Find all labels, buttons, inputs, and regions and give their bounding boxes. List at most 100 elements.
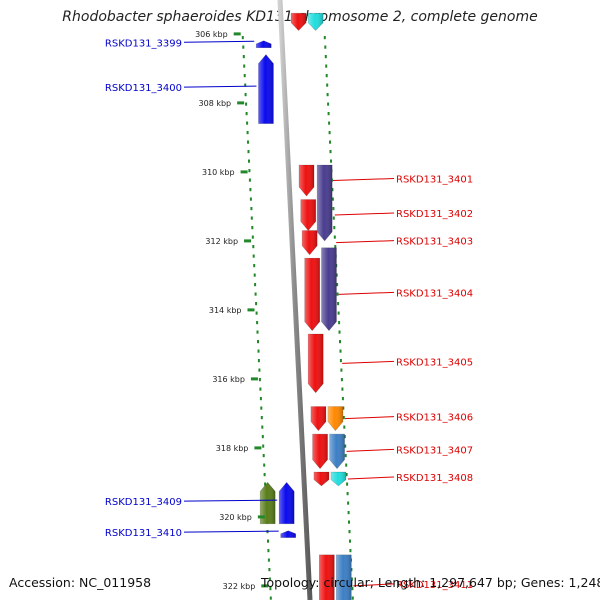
plus-track-dot bbox=[338, 330, 341, 334]
minus-track-dot bbox=[261, 425, 264, 429]
minus-track-dot bbox=[241, 36, 244, 40]
minus-track-dot bbox=[259, 387, 262, 391]
gene-shading bbox=[313, 472, 329, 486]
gene-label-leader bbox=[336, 240, 395, 244]
gene-label-leader bbox=[344, 416, 395, 420]
gene-label-leader bbox=[183, 499, 278, 502]
plus-track-dot bbox=[345, 473, 348, 477]
gene-shading bbox=[329, 434, 345, 469]
plus-track-dot bbox=[341, 397, 344, 401]
scale-ticks: 306 kbp 308 kbp 310 kbp 312 kbp 314 kbp 316 k… bbox=[195, 30, 269, 591]
tick-label: 312 kbp bbox=[205, 237, 238, 246]
tick-mark bbox=[240, 170, 248, 174]
minus-track-dot bbox=[248, 178, 251, 182]
plus-track-dot bbox=[329, 140, 331, 144]
minus-track-dot bbox=[261, 435, 264, 439]
minus-track-dot bbox=[252, 245, 255, 249]
minus-track-dot bbox=[245, 112, 248, 116]
minus-track-dot bbox=[262, 444, 265, 448]
plus-track-dot bbox=[351, 596, 354, 600]
gene-shading bbox=[256, 40, 272, 48]
minus-track-dot bbox=[248, 159, 250, 163]
minus-track-dot bbox=[257, 359, 260, 363]
gene-label: RSKD131_3401 bbox=[396, 175, 473, 186]
minus-track-dot bbox=[244, 93, 247, 97]
minus-track-dot bbox=[243, 74, 246, 78]
plus-track-dot bbox=[351, 587, 354, 591]
minus-track-dot bbox=[267, 549, 270, 553]
plus-track-dot bbox=[350, 577, 353, 581]
minus-track-dot bbox=[244, 83, 247, 87]
gene-label-leader bbox=[347, 476, 395, 480]
plus-track-dot bbox=[330, 159, 332, 163]
minus-track-dot bbox=[242, 55, 245, 59]
plus-track-dot bbox=[328, 121, 331, 125]
gene-label-leader bbox=[183, 40, 255, 43]
plus-track-dot bbox=[346, 492, 349, 496]
minus-track-dot bbox=[245, 102, 248, 106]
gene-label: RSKD131_3407 bbox=[396, 445, 473, 456]
minus-track-dot bbox=[264, 482, 267, 486]
gene-shading bbox=[308, 334, 324, 393]
gene-shading bbox=[319, 554, 335, 600]
gene-shading bbox=[310, 406, 326, 431]
minus-track-dot bbox=[258, 368, 261, 372]
gene-shading bbox=[302, 230, 318, 255]
gene-shading bbox=[308, 13, 324, 31]
feature-track-dots bbox=[241, 36, 354, 600]
plus-track-dot bbox=[340, 378, 343, 382]
plus-track-dot bbox=[339, 340, 341, 344]
gene-label: RSKD131_3409 bbox=[105, 497, 182, 508]
tick-mark bbox=[244, 239, 252, 243]
plus-track-dot bbox=[343, 425, 346, 429]
plus-track-dot bbox=[331, 197, 334, 201]
gene-label: RSKD131_3410 bbox=[105, 528, 182, 539]
gene-shading bbox=[280, 530, 296, 538]
minus-track-dot bbox=[263, 463, 266, 467]
minus-track-dot bbox=[253, 264, 256, 268]
plus-track-dot bbox=[334, 245, 337, 249]
plus-track-dot bbox=[347, 501, 350, 505]
minus-track-dot bbox=[260, 406, 263, 410]
gene-labels: RSKD131_3399 RSKD131_3400 RSKD131_3401 RSKD… bbox=[105, 38, 473, 591]
minus-track-dot bbox=[258, 378, 261, 382]
plus-track-dot bbox=[337, 311, 340, 315]
minus-track-dot bbox=[251, 235, 254, 239]
gene-shading bbox=[258, 54, 274, 124]
gene-label: RSKD131_3403 bbox=[396, 237, 473, 248]
gene-shading bbox=[321, 247, 337, 331]
tick-mark bbox=[257, 515, 265, 519]
minus-track-dot bbox=[255, 311, 258, 315]
tick-label: 322 kbp bbox=[223, 582, 256, 591]
minus-track-dot bbox=[255, 302, 258, 306]
accession-text: Accession: NC_011958 bbox=[9, 575, 152, 590]
minus-track-dot bbox=[254, 292, 257, 296]
plus-track-dot bbox=[348, 530, 351, 534]
gene-label: RSKD131_3408 bbox=[396, 473, 473, 484]
plus-track-dot bbox=[327, 102, 330, 106]
topology-text: Topology: circular; Length: 1,297,647 bp… bbox=[261, 575, 600, 590]
plus-track-dot bbox=[349, 539, 351, 543]
minus-track-dot bbox=[262, 454, 265, 458]
minus-track-dot bbox=[268, 568, 271, 572]
tick-mark bbox=[261, 584, 269, 588]
gene-label: RSKD131_3399 bbox=[105, 38, 182, 49]
tick-mark bbox=[250, 377, 258, 381]
plus-track-dot bbox=[346, 482, 349, 486]
tick-label: 320 kbp bbox=[219, 513, 252, 522]
plus-track-dot bbox=[348, 520, 350, 524]
tick-label: 316 kbp bbox=[212, 375, 245, 384]
gene-shading bbox=[327, 406, 343, 431]
plus-track-dot bbox=[324, 45, 327, 49]
chromosome-backbone bbox=[277, 0, 313, 600]
gene-label-leader bbox=[334, 212, 395, 216]
minus-track-dot bbox=[249, 188, 252, 192]
gene-shading bbox=[304, 258, 320, 331]
gene-label-leader bbox=[338, 291, 395, 295]
minus-track-dot bbox=[243, 64, 246, 68]
minus-track-dot bbox=[246, 131, 249, 135]
minus-track-dot bbox=[242, 45, 245, 49]
minus-track-dot bbox=[247, 150, 250, 154]
gene-features bbox=[255, 12, 352, 600]
plus-track-dot bbox=[335, 273, 338, 277]
